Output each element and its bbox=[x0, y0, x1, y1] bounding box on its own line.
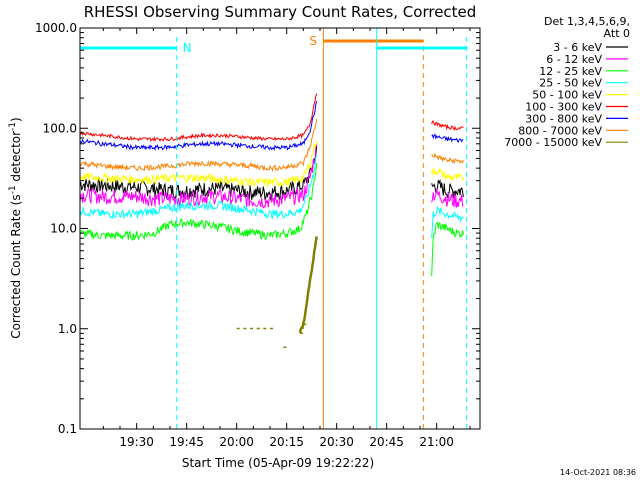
series-line bbox=[79, 145, 318, 201]
series-line bbox=[79, 140, 318, 188]
series-line-segment2 bbox=[431, 120, 464, 132]
saa-flag-label: S bbox=[309, 34, 317, 48]
y-tick-label: 10.0 bbox=[50, 222, 77, 236]
series-line-7000-15000 bbox=[298, 236, 318, 334]
legend-header-line1: Det 1,3,4,5,6,9, bbox=[544, 15, 630, 28]
series-point-7000-15000 bbox=[270, 327, 273, 330]
y-axis-label: Corrected Count Rate (s-1 detector-1) bbox=[8, 117, 23, 338]
y-label-end: ) bbox=[9, 117, 23, 122]
series-line-segment2 bbox=[431, 188, 464, 208]
timestamp: 14-Oct-2021 08:36 bbox=[560, 468, 636, 477]
y-tick-label: 1.0 bbox=[58, 322, 77, 336]
series-line-segment2 bbox=[431, 222, 464, 277]
series-line bbox=[79, 119, 318, 173]
x-axis-label: Start Time (05-Apr-09 19:22:22) bbox=[182, 456, 374, 470]
series-point-7000-15000 bbox=[250, 327, 253, 330]
legend-item-label: 3 - 6 keV bbox=[553, 41, 602, 54]
x-tick-label: 20:00 bbox=[219, 435, 254, 449]
series-point-7000-15000 bbox=[300, 332, 303, 334]
x-tick-label: 21:00 bbox=[419, 435, 454, 449]
x-tick-label: 20:15 bbox=[269, 435, 304, 449]
legend-item-label: 50 - 100 keV bbox=[532, 89, 602, 102]
x-tick-label: 20:45 bbox=[369, 435, 404, 449]
chart-title: RHESSI Observing Summary Count Rates, Co… bbox=[84, 3, 477, 21]
legend-item-label: 7000 - 15000 keV bbox=[504, 136, 602, 149]
y-tick-label: 1000.0 bbox=[35, 21, 77, 35]
y-tick-label: 100.0 bbox=[43, 121, 77, 135]
series-point-7000-15000 bbox=[243, 327, 247, 330]
legend-item-label: 800 - 7000 keV bbox=[518, 124, 602, 137]
legend-item-label: 6 - 12 keV bbox=[546, 53, 602, 66]
series-line bbox=[79, 144, 318, 209]
series-line-segment2 bbox=[431, 152, 464, 164]
plot-frame bbox=[79, 27, 481, 430]
legend-item-label: 12 - 25 keV bbox=[539, 65, 602, 78]
y-tick-label: 0.1 bbox=[58, 422, 77, 436]
series-line bbox=[79, 100, 318, 152]
legend-header-line2: Att 0 bbox=[604, 27, 630, 40]
x-tick-label: 19:45 bbox=[169, 435, 204, 449]
series-point-7000-15000 bbox=[303, 323, 307, 326]
series-line bbox=[79, 93, 318, 142]
data-layer bbox=[79, 93, 464, 349]
series-line bbox=[79, 162, 318, 242]
legend-item-label: 300 - 800 keV bbox=[525, 112, 602, 125]
series-line-segment2 bbox=[431, 133, 464, 144]
series-point-7000-15000 bbox=[263, 327, 267, 330]
y-label-sup2: -1 bbox=[8, 122, 18, 131]
legend-item-label: 25 - 50 keV bbox=[539, 77, 602, 90]
x-axis: 19:30 19:45 20:00 20:15 20:30 20:45 21:00 bbox=[102, 28, 471, 449]
series-point-7000-15000 bbox=[236, 327, 240, 330]
series-point-7000-15000 bbox=[256, 327, 260, 330]
x-tick-label: 20:30 bbox=[319, 435, 354, 449]
y-label-main: Corrected Count Rate (s bbox=[9, 194, 23, 338]
legend-item-label: 100 - 300 keV bbox=[525, 101, 602, 114]
y-axis: 0.1 1.0 10.0 100.0 1000.0 bbox=[35, 21, 480, 436]
series-point-7000-15000 bbox=[283, 346, 287, 349]
y-label-sup1: -1 bbox=[8, 185, 18, 194]
x-tick-label: 19:30 bbox=[119, 435, 154, 449]
series-line-segment2 bbox=[431, 166, 464, 182]
y-label-mid: detector bbox=[9, 131, 23, 186]
night-flag-label: N bbox=[183, 41, 192, 55]
series-line-segment2 bbox=[431, 206, 464, 239]
series-line bbox=[79, 155, 318, 220]
